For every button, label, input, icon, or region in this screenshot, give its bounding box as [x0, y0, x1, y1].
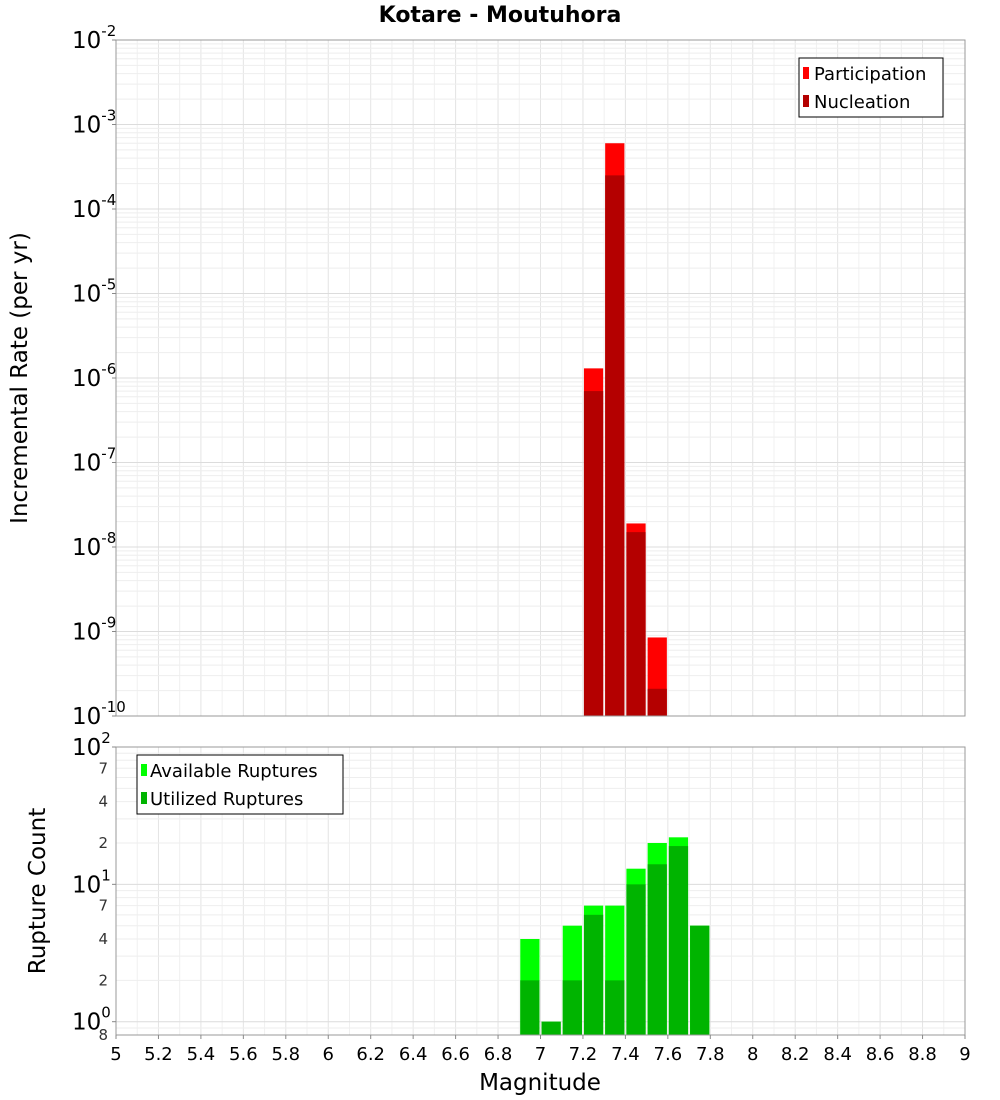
- x-tick-label: 5.4: [187, 1044, 216, 1065]
- x-tick-label: 6.2: [356, 1044, 385, 1065]
- x-tick-label: 5.8: [271, 1044, 300, 1065]
- x-tick-label: 8.2: [781, 1044, 810, 1065]
- y-tick-label: 101: [72, 866, 111, 898]
- x-tick-label: 6.6: [441, 1044, 470, 1065]
- top-bar-s1: [626, 532, 646, 716]
- x-tick-label: 5.2: [144, 1044, 173, 1065]
- y-tick-label: 10-2: [72, 22, 116, 54]
- legend-label-nucleation: Nucleation: [814, 92, 910, 113]
- legend-swatch-participation: [803, 67, 809, 79]
- top-legend-box: [798, 57, 944, 118]
- x-tick-label: 6.8: [484, 1044, 513, 1065]
- legend-swatch-nucleation: [803, 95, 809, 107]
- y-minor-tick-label: 7: [98, 897, 108, 915]
- bottom-legend-box: [136, 754, 344, 815]
- y-tick-label: 10-4: [72, 191, 116, 223]
- x-tick-label: 7.6: [654, 1044, 683, 1065]
- bottom-bar-s1: [541, 1021, 561, 1035]
- bottom-bar-s1: [668, 846, 689, 1035]
- top-bar-s1: [583, 391, 604, 716]
- legend-label-participation: Participation: [814, 64, 926, 85]
- y-tick-label: 10-3: [72, 107, 116, 139]
- bottom-y-ticks: 100 101 102 8 2 4 7 2 4 7: [72, 729, 116, 1044]
- top-plot-grid: [115, 40, 966, 717]
- y-tick-label: 10-7: [72, 445, 116, 477]
- bottom-plot-bars: [520, 837, 710, 1035]
- x-tick-label: 7: [535, 1044, 546, 1065]
- bottom-legend: Available Ruptures Utilized Ruptures: [136, 754, 344, 815]
- x-tick-label: 8.8: [908, 1044, 937, 1065]
- chart-title: Kotare - Moutuhora: [379, 3, 622, 28]
- x-axis-label: Magnitude: [479, 1070, 601, 1096]
- bottom-bar-s1: [562, 980, 582, 1035]
- y-minor-tick-label: 4: [98, 930, 108, 948]
- y-tick-label: 10-6: [72, 360, 116, 392]
- y-minor-tick-label: 4: [98, 793, 108, 811]
- top-legend: Participation Nucleation: [798, 57, 944, 118]
- x-tick-label: 5.6: [229, 1044, 258, 1065]
- top-plot-bars: [583, 143, 667, 716]
- y-tick-label: 10-5: [72, 276, 116, 308]
- x-tick-label: 7.8: [696, 1044, 725, 1065]
- legend-swatch-utilized: [141, 792, 147, 804]
- x-tick-label: 6: [323, 1044, 334, 1065]
- bottom-y-axis-label: Rupture Count: [25, 808, 51, 974]
- top-bar-s1: [647, 688, 667, 716]
- x-tick-label: 8: [747, 1044, 758, 1065]
- y-minor-tick-label: 2: [98, 834, 108, 852]
- bottom-bar-s1: [605, 980, 625, 1035]
- bottom-bar-s1: [626, 884, 646, 1035]
- top-y-ticks: 10-10 10-9 10-8 10-7 10-6 10-5 10-4 10-3 10-2: [72, 22, 126, 730]
- top-y-axis-label: Incremental Rate (per yr): [7, 232, 33, 524]
- legend-swatch-available: [141, 764, 147, 776]
- y-minor-tick-label: 8: [98, 1026, 108, 1044]
- bottom-bar-s1: [520, 980, 540, 1035]
- y-minor-tick-label: 7: [98, 759, 108, 777]
- bottom-bar-s1: [690, 925, 710, 1035]
- x-tick-label: 8.4: [823, 1044, 852, 1065]
- y-tick-label: 10-9: [72, 614, 116, 646]
- x-ticks: 5 5.2 5.4 5.6 5.8 6 6.2 6.4 6.6 6.8 7 7.2 7.4 7.6 7.8 8…: [110, 1035, 971, 1065]
- y-tick-label: 102: [72, 729, 111, 761]
- x-tick-label: 6.4: [399, 1044, 428, 1065]
- legend-label-available: Available Ruptures: [150, 761, 318, 782]
- x-tick-label: 7.4: [611, 1044, 640, 1065]
- top-bar-s1: [605, 175, 625, 716]
- y-tick-label: 100: [72, 1004, 111, 1036]
- y-minor-tick-label: 2: [98, 971, 108, 989]
- x-tick-label: 7.2: [569, 1044, 598, 1065]
- y-tick-label: 10-8: [72, 529, 116, 561]
- bottom-bar-s1: [583, 914, 604, 1035]
- x-tick-label: 5: [110, 1044, 121, 1065]
- x-tick-label: 9: [959, 1044, 970, 1065]
- x-tick-label: 8.6: [866, 1044, 895, 1065]
- bottom-bar-s1: [647, 864, 667, 1035]
- y-tick-label: 10-10: [72, 698, 126, 730]
- legend-label-utilized: Utilized Ruptures: [150, 789, 303, 810]
